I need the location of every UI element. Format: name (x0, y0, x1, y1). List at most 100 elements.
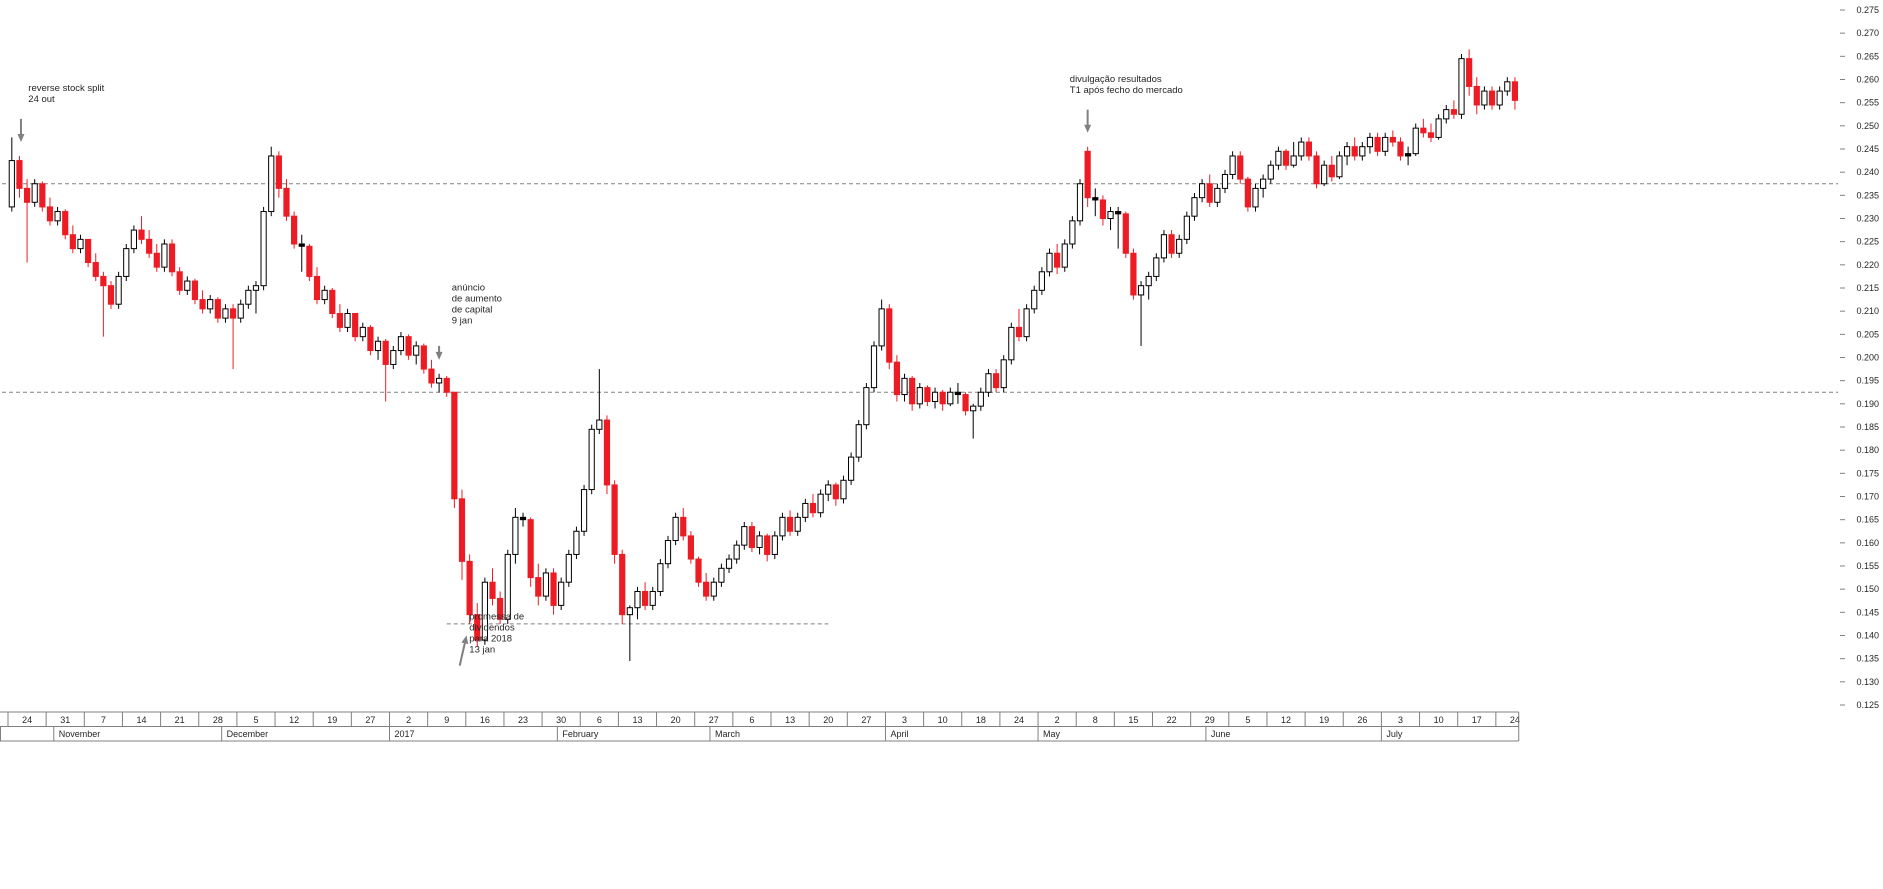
y-axis-label: 0.245 (1856, 144, 1879, 154)
month-label: February (562, 729, 599, 739)
candle-body (1183, 215, 1190, 240)
week-label: 3 (902, 715, 907, 725)
candle-body (107, 285, 115, 305)
annotation-text: para 2018 (469, 633, 512, 644)
candle-body (527, 519, 534, 579)
candle-body (954, 391, 962, 396)
y-axis-label: 0.255 (1856, 98, 1879, 108)
week-label: 15 (1128, 715, 1138, 725)
candle-body (138, 229, 145, 240)
candle-body (1359, 146, 1366, 157)
week-label: 5 (253, 715, 258, 725)
candle-body (1122, 213, 1129, 254)
candle-body (161, 243, 168, 268)
candle-body (802, 502, 809, 518)
week-label: 9 (444, 715, 449, 725)
candle-body (886, 308, 893, 363)
candle-body (1023, 308, 1030, 338)
week-label: 30 (556, 715, 566, 725)
candle-body (306, 245, 313, 277)
candle-body (1481, 90, 1488, 106)
candle-body (46, 206, 54, 222)
annotation-text: 24 out (28, 94, 55, 105)
candle-body (245, 289, 252, 305)
week-label: 8 (1093, 715, 1098, 725)
candle-body (352, 312, 359, 338)
candle-body (1443, 109, 1450, 120)
candle-body (39, 183, 46, 208)
candle-body (863, 387, 870, 426)
candle-body (1290, 155, 1297, 166)
x-axis: 24 31 7 14 21 28 5 12 19 27 2 9 16 23 30 6 13 20 27 6 13 20 27… (0, 711, 1520, 742)
candle-body (664, 540, 672, 565)
candle-body (832, 484, 839, 500)
week-label: 7 (101, 715, 106, 725)
week-label: 2 (1055, 715, 1060, 725)
y-axis-label: 0.195 (1856, 376, 1879, 386)
annotation-arrowhead (17, 134, 25, 143)
y-axis-label: 0.200 (1856, 353, 1879, 363)
candle-body (970, 405, 977, 412)
candle-body (260, 211, 267, 287)
y-axis-label: 0.205 (1856, 329, 1879, 339)
y-axis-label: 0.185 (1856, 422, 1879, 432)
candle-body (1130, 252, 1137, 296)
annotation-text: dividendos (469, 622, 515, 633)
week-label: 19 (327, 715, 337, 725)
candle-body (596, 419, 603, 430)
candle-body (1137, 285, 1145, 296)
candle-body (229, 308, 237, 319)
candle-body (1160, 234, 1168, 259)
annotation-text: T1 após fecho do mercado (1070, 85, 1183, 96)
annotation-arrowhead (435, 351, 443, 360)
candle-body (252, 285, 260, 291)
candle-body (703, 581, 710, 597)
candle-body (756, 535, 763, 548)
month-label: 2017 (395, 729, 415, 739)
candle-body (1031, 289, 1038, 310)
candle-body (1191, 197, 1198, 217)
week-label: 18 (976, 715, 986, 725)
candle-body (1473, 85, 1480, 106)
candle-body (626, 607, 633, 616)
candle-body (733, 544, 740, 560)
week-label: 31 (60, 715, 70, 725)
candle-body (16, 160, 23, 189)
candle-body (367, 326, 374, 352)
candle-body (1275, 150, 1282, 166)
candle-body (1435, 118, 1442, 138)
y-axis-label: 0.180 (1856, 445, 1879, 455)
candle-body (443, 377, 450, 393)
y-axis-label: 0.240 (1856, 167, 1879, 177)
candle-body (1366, 136, 1374, 148)
candle-body (1000, 359, 1007, 389)
candle-body (1168, 234, 1175, 254)
y-axis-label: 0.270 (1856, 28, 1879, 38)
week-label: 12 (289, 715, 299, 725)
candle-body (313, 275, 321, 301)
week-label: 29 (1205, 715, 1215, 725)
week-label: 24 (1014, 715, 1024, 725)
month-label: December (227, 729, 269, 739)
candle-body (390, 350, 397, 365)
candle-body (1389, 136, 1396, 143)
candle-body (962, 394, 969, 412)
week-label: 23 (518, 715, 528, 725)
annotation-arrowhead (461, 635, 469, 645)
candle-body (474, 614, 481, 641)
candle-body (1099, 199, 1107, 219)
candle-body (329, 289, 336, 314)
candle-body (573, 530, 580, 555)
candle-body (191, 280, 199, 301)
candle-body (1084, 150, 1091, 199)
candle-body (1221, 173, 1229, 189)
candle-body (291, 215, 298, 245)
candle-body (1427, 132, 1435, 138)
y-axis-label: 0.130 (1856, 677, 1879, 687)
week-label: 6 (749, 715, 754, 725)
y-axis-label: 0.165 (1856, 515, 1879, 525)
candle-body (764, 535, 771, 555)
candle-body (657, 563, 664, 592)
candle-body (848, 456, 855, 481)
